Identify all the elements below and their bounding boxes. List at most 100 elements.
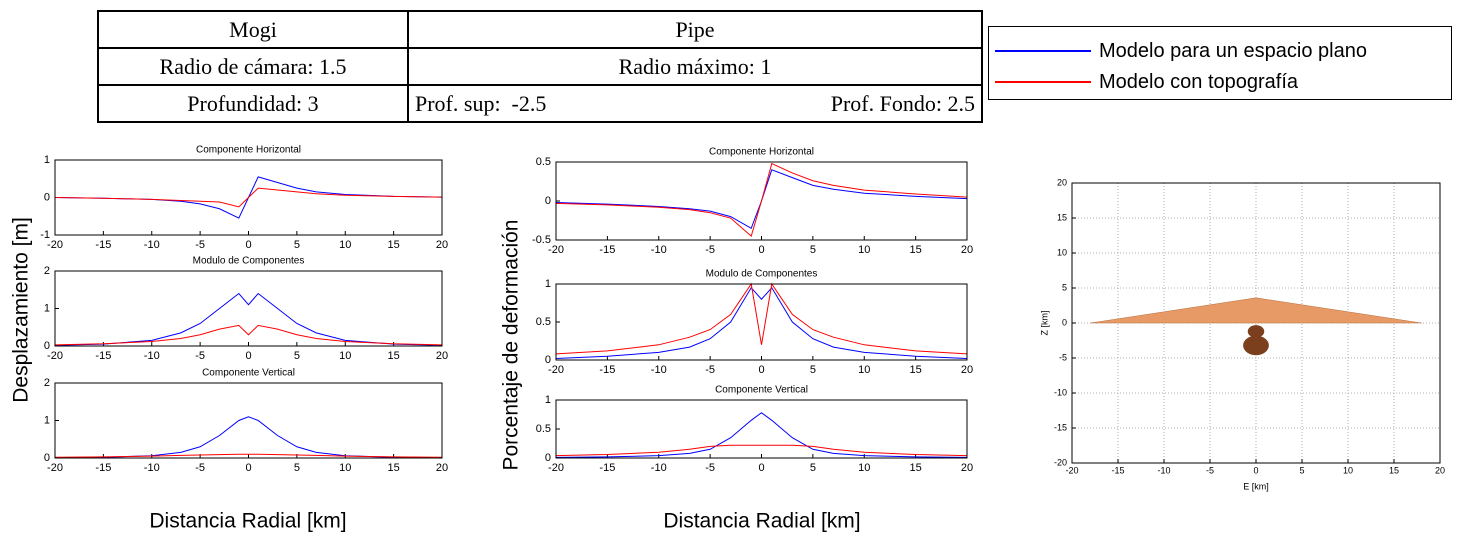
legend-label: Modelo para un espacio plano [1099,39,1367,62]
x-tick-label: 10 [858,462,870,474]
y-tick-label: 1 [545,394,551,406]
x-tick-label: 15 [910,364,922,376]
x-tick-label: -5 [705,462,715,474]
x-tick-label: -20 [47,350,63,362]
x-axis-label: Distancia Radial [km] [663,510,860,533]
y-axis-label: Porcentaje de deformación [500,220,523,471]
axes-box [555,399,968,459]
axes-box [54,382,443,459]
plot-area [55,383,442,458]
line-series [54,292,443,346]
x-tick-label: 10 [858,364,870,376]
y-tick-label: 0 [545,354,551,366]
x-tick-label: 0 [245,239,251,251]
y-tick-label: 15 [1057,212,1067,222]
chamber [1243,335,1269,356]
x-tick-label: 15 [388,462,400,474]
cell-split: Prof. sup: -2.5 Prof. Fondo: 2.5 [415,91,975,117]
y-tick-label: 0.5 [536,423,551,435]
x-tick-label: 10 [1343,465,1353,475]
x-tick-label: -10 [651,244,667,256]
chamber [1247,325,1265,338]
y-tick-label: 1 [545,278,551,290]
x-tick-label: 15 [1389,465,1399,475]
subplot-title: Componente Horizontal [196,145,301,156]
y-tick-label: 0 [44,191,50,203]
x-tick-label: -20 [47,462,63,474]
x-tick-label: -5 [195,462,205,474]
plot-area [556,400,967,458]
plot-area [556,284,967,360]
x-axis-label: E [km] [1243,481,1269,491]
x-tick-label: 0 [1253,465,1258,475]
y-tick-label: 0 [1062,317,1067,327]
subplot-title: Modulo de Componentes [193,256,305,267]
x-tick-label: 15 [910,244,922,256]
x-tick-label: -20 [1065,465,1078,475]
x-tick-label: -10 [144,239,160,251]
x-tick-label: 15 [388,239,400,251]
x-tick-label: 5 [1299,465,1304,475]
x-tick-label: 20 [961,244,973,256]
x-tick-label: -5 [1206,465,1214,475]
x-tick-label: 20 [961,364,973,376]
x-tick-label: -10 [651,462,667,474]
x-tick-label: 0 [758,244,764,256]
x-tick-label: 0 [245,462,251,474]
table-cell: Profundidad: 3 [97,84,409,123]
x-tick-label: 0 [758,364,764,376]
table-cell: Radio máximo: 1 [407,47,983,86]
x-tick-label: -5 [195,239,205,251]
axes-box [555,161,968,241]
x-tick-label: 10 [858,244,870,256]
topography-area [1090,297,1422,324]
subplot-title: Modulo de Componentes [706,269,818,280]
x-tick-label: 0 [245,350,251,362]
x-tick-label: -10 [651,364,667,376]
x-tick-label: -20 [548,364,564,376]
axes-box [555,283,968,361]
legend-label: Modelo con topografía [1099,70,1299,93]
y-tick-label: 0 [545,452,551,464]
x-tick-label: 5 [294,350,300,362]
line-series [555,162,968,237]
x-tick-label: -15 [599,364,615,376]
subplot: -20 -15 -10 -5 0 5 10 15 20 -20 -15 -10 -5 0 5 10 15 20 E … [1039,177,1445,491]
x-tick-label: 5 [810,244,816,256]
x-tick-label: -5 [705,244,715,256]
x-tick-label: -10 [144,350,160,362]
x-tick-label: -20 [47,239,63,251]
x-tick-label: -5 [195,350,205,362]
x-tick-label: 20 [436,350,448,362]
y-tick-label: -0.5 [532,234,551,246]
table-cell: Pipe [407,10,983,49]
x-tick-label: 5 [810,462,816,474]
subplot-title: Componente Vertical [715,385,808,396]
subplot: -20 -15 -10 -5 0 5 10 15 20 0 1 2 Componente Vertica… [44,368,448,533]
axes-box [1071,182,1441,464]
x-tick-label: -5 [705,364,715,376]
axes-box [54,159,443,236]
table-cell: Prof. sup: -2.5 Prof. Fondo: 2.5 [407,84,983,123]
y-tick-label: 2 [44,265,50,277]
y-tick-label: -15 [1054,422,1067,432]
x-tick-label: 20 [961,462,973,474]
y-tick-label: 0.5 [536,316,551,328]
legend: Modelo para un espacio plano Modelo con … [988,26,1452,100]
x-tick-label: 5 [810,364,816,376]
axes-box [54,270,443,347]
legend-swatch [995,81,1091,83]
subplot: -20 -15 -10 -5 0 5 10 15 20 -0.5 0 0.5 Componente Ho… [532,147,973,256]
line-series [555,412,968,458]
x-tick-label: 15 [388,350,400,362]
x-axis-label: Distancia Radial [km] [149,510,346,533]
x-tick-label: 20 [1435,465,1445,475]
line-series [555,286,968,359]
line-series [54,187,443,208]
x-tick-label: 20 [436,462,448,474]
